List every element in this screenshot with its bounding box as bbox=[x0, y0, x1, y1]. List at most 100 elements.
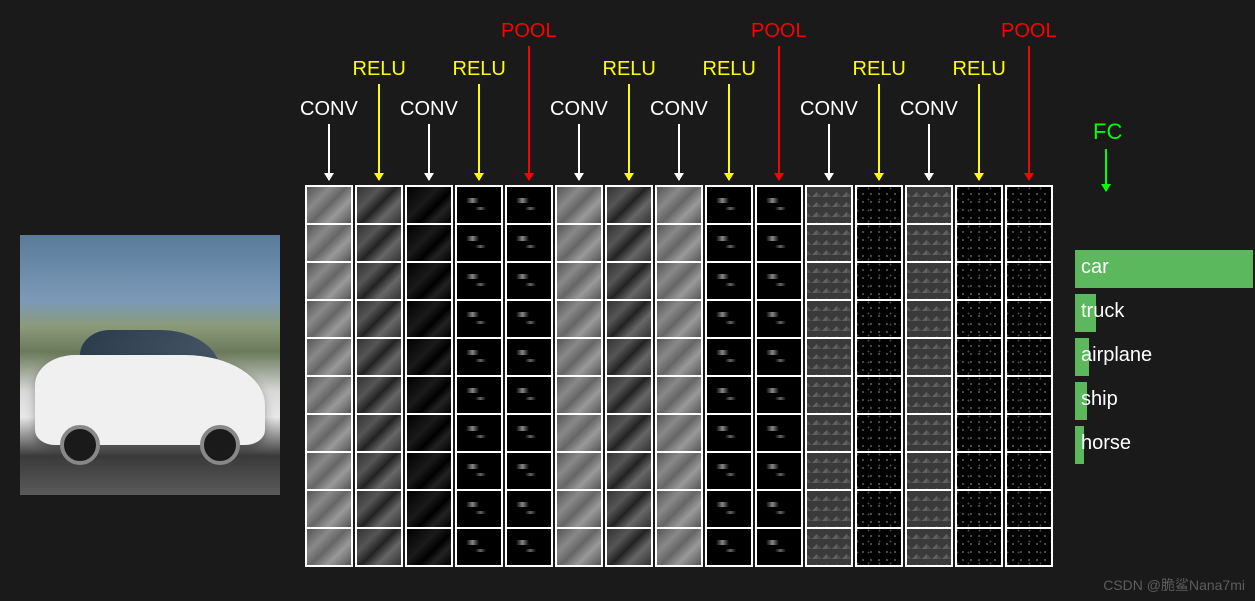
feature-map-cell bbox=[907, 529, 951, 565]
feature-map-cell bbox=[657, 529, 701, 565]
feature-map-cell bbox=[757, 225, 801, 261]
feature-map-cell bbox=[657, 339, 701, 375]
feature-map-cell bbox=[857, 415, 901, 451]
feature-map-cell bbox=[307, 415, 351, 451]
feature-map-cell bbox=[707, 491, 751, 527]
feature-map-cell bbox=[807, 529, 851, 565]
layer-arrow bbox=[628, 84, 630, 180]
car-wheel-front bbox=[60, 425, 100, 465]
feature-map-cell bbox=[807, 453, 851, 489]
layer-arrow bbox=[978, 84, 980, 180]
fc-arrow bbox=[1105, 149, 1107, 191]
prediction-bars: cartruckairplaneshiphorse bbox=[1075, 250, 1255, 470]
feature-map-cell bbox=[507, 453, 551, 489]
feature-map-cell bbox=[1007, 301, 1051, 337]
prediction-bar-label: horse bbox=[1081, 432, 1131, 455]
feature-map-cell bbox=[357, 529, 401, 565]
feature-map-cell bbox=[557, 339, 601, 375]
feature-map-cell bbox=[657, 263, 701, 299]
prediction-bar-row: airplane bbox=[1075, 338, 1255, 376]
feature-map-cell bbox=[757, 529, 801, 565]
feature-map-column bbox=[955, 185, 1003, 567]
feature-map-cell bbox=[807, 225, 851, 261]
feature-map-cell bbox=[657, 491, 701, 527]
feature-map-column bbox=[605, 185, 653, 567]
feature-map-cell bbox=[407, 225, 451, 261]
feature-map-cell bbox=[357, 377, 401, 413]
feature-map-cell bbox=[857, 377, 901, 413]
layer-arrow bbox=[1028, 46, 1030, 180]
feature-map-cell bbox=[507, 339, 551, 375]
layer-label-pool: POOL bbox=[751, 20, 807, 43]
feature-map-cell bbox=[357, 453, 401, 489]
prediction-bar-label: car bbox=[1081, 256, 1109, 279]
feature-map-cell bbox=[507, 377, 551, 413]
feature-map-cell bbox=[807, 187, 851, 223]
feature-map-cell bbox=[457, 377, 501, 413]
layer-arrow bbox=[528, 46, 530, 180]
feature-map-cell bbox=[307, 529, 351, 565]
feature-map-column bbox=[455, 185, 503, 567]
feature-map-column bbox=[805, 185, 853, 567]
feature-map-cell bbox=[957, 187, 1001, 223]
feature-map-cell bbox=[1007, 339, 1051, 375]
feature-map-cell bbox=[407, 453, 451, 489]
layer-label-relu: RELU bbox=[353, 58, 406, 81]
feature-map-cell bbox=[957, 263, 1001, 299]
feature-map-cell bbox=[407, 377, 451, 413]
feature-map-cell bbox=[1007, 187, 1051, 223]
feature-map-cell bbox=[307, 339, 351, 375]
layer-arrow bbox=[728, 84, 730, 180]
feature-map-cell bbox=[507, 529, 551, 565]
feature-map-cell bbox=[557, 263, 601, 299]
feature-map-cell bbox=[857, 301, 901, 337]
feature-map-cell bbox=[457, 301, 501, 337]
feature-map-cell bbox=[407, 187, 451, 223]
feature-map-column bbox=[405, 185, 453, 567]
feature-map-cell bbox=[1007, 415, 1051, 451]
layer-label-conv: CONV bbox=[550, 98, 608, 121]
feature-map-cell bbox=[557, 187, 601, 223]
feature-map-cell bbox=[407, 263, 451, 299]
layer-label-conv: CONV bbox=[300, 98, 358, 121]
feature-map-cell bbox=[1007, 377, 1051, 413]
feature-map-cell bbox=[857, 529, 901, 565]
layer-label-relu: RELU bbox=[853, 58, 906, 81]
layer-label-relu: RELU bbox=[603, 58, 656, 81]
fc-label: FC bbox=[1093, 119, 1122, 145]
feature-map-cell bbox=[757, 339, 801, 375]
input-image bbox=[20, 235, 280, 495]
feature-map-cell bbox=[657, 187, 701, 223]
feature-map-cell bbox=[457, 187, 501, 223]
feature-map-cell bbox=[607, 415, 651, 451]
feature-map-cell bbox=[657, 377, 701, 413]
feature-map-cell bbox=[1007, 263, 1051, 299]
feature-map-cell bbox=[557, 301, 601, 337]
feature-map-cell bbox=[907, 263, 951, 299]
feature-map-cell bbox=[307, 453, 351, 489]
car-wheel-rear bbox=[200, 425, 240, 465]
feature-map-cell bbox=[307, 377, 351, 413]
feature-map-cell bbox=[707, 415, 751, 451]
prediction-bar-label: truck bbox=[1081, 300, 1124, 323]
feature-map-cell bbox=[857, 263, 901, 299]
prediction-bar-row: truck bbox=[1075, 294, 1255, 332]
feature-map-cell bbox=[907, 301, 951, 337]
feature-map-cell bbox=[957, 529, 1001, 565]
feature-map-cell bbox=[607, 339, 651, 375]
layer-arrow bbox=[478, 84, 480, 180]
feature-map-columns bbox=[305, 185, 1053, 567]
layer-label-conv: CONV bbox=[900, 98, 958, 121]
feature-map-cell bbox=[457, 339, 501, 375]
feature-map-cell bbox=[757, 453, 801, 489]
feature-map-cell bbox=[307, 187, 351, 223]
feature-map-cell bbox=[757, 263, 801, 299]
feature-map-cell bbox=[1007, 491, 1051, 527]
feature-map-cell bbox=[807, 491, 851, 527]
layer-arrow bbox=[678, 124, 680, 180]
feature-map-cell bbox=[757, 377, 801, 413]
layer-arrow bbox=[328, 124, 330, 180]
feature-map-cell bbox=[307, 491, 351, 527]
feature-map-cell bbox=[407, 339, 451, 375]
layer-arrow bbox=[778, 46, 780, 180]
